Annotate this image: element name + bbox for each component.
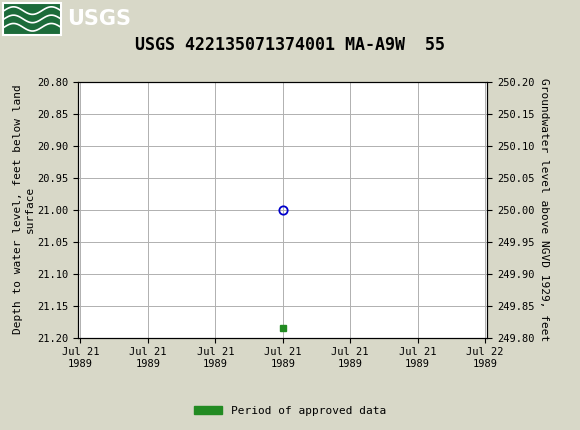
Text: USGS: USGS <box>67 9 130 29</box>
Legend: Period of approved data: Period of approved data <box>190 401 390 420</box>
Text: USGS 422135071374001 MA-A9W  55: USGS 422135071374001 MA-A9W 55 <box>135 36 445 54</box>
Y-axis label: Groundwater level above NGVD 1929, feet: Groundwater level above NGVD 1929, feet <box>539 78 549 341</box>
Bar <box>3 3 61 35</box>
Y-axis label: Depth to water level, feet below land
surface: Depth to water level, feet below land su… <box>13 85 35 335</box>
